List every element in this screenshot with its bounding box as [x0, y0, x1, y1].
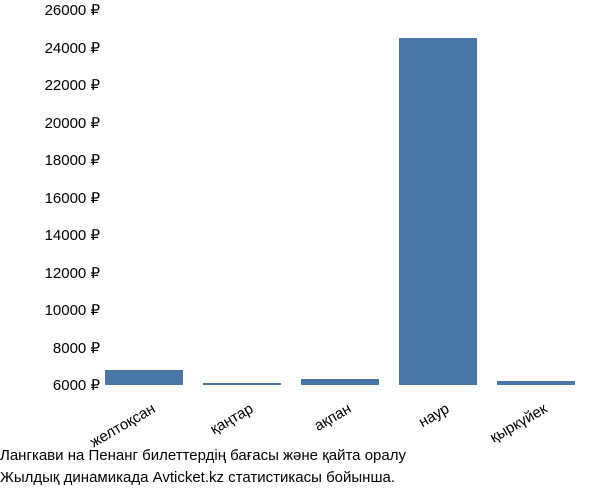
y-tick-label: 16000 ₽ [45, 189, 100, 207]
y-tick-label: 6000 ₽ [53, 376, 100, 394]
caption-line-2: Жылдық динамикада Avticket.kz статистика… [0, 467, 600, 488]
bar [203, 383, 281, 385]
plot-area [95, 10, 585, 385]
y-tick-label: 26000 ₽ [45, 1, 100, 19]
caption-line-1: Лангкави на Пенанг билеттердің бағасы жә… [0, 445, 600, 466]
y-tick-label: 14000 ₽ [45, 226, 100, 244]
y-tick-label: 12000 ₽ [45, 264, 100, 282]
y-tick-label: 10000 ₽ [45, 301, 100, 319]
ticket-price-chart: 6000 ₽ 8000 ₽ 10000 ₽ 12000 ₽ 14000 ₽ 16000 ₽… [0, 0, 600, 500]
y-tick-label: 8000 ₽ [53, 339, 100, 357]
bar [301, 379, 379, 385]
bar [497, 381, 575, 385]
y-tick-label: 20000 ₽ [45, 114, 100, 132]
y-tick-label: 22000 ₽ [45, 76, 100, 94]
y-tick-label: 18000 ₽ [45, 151, 100, 169]
bar [105, 370, 183, 385]
bar [399, 38, 477, 385]
y-tick-label: 24000 ₽ [45, 39, 100, 57]
